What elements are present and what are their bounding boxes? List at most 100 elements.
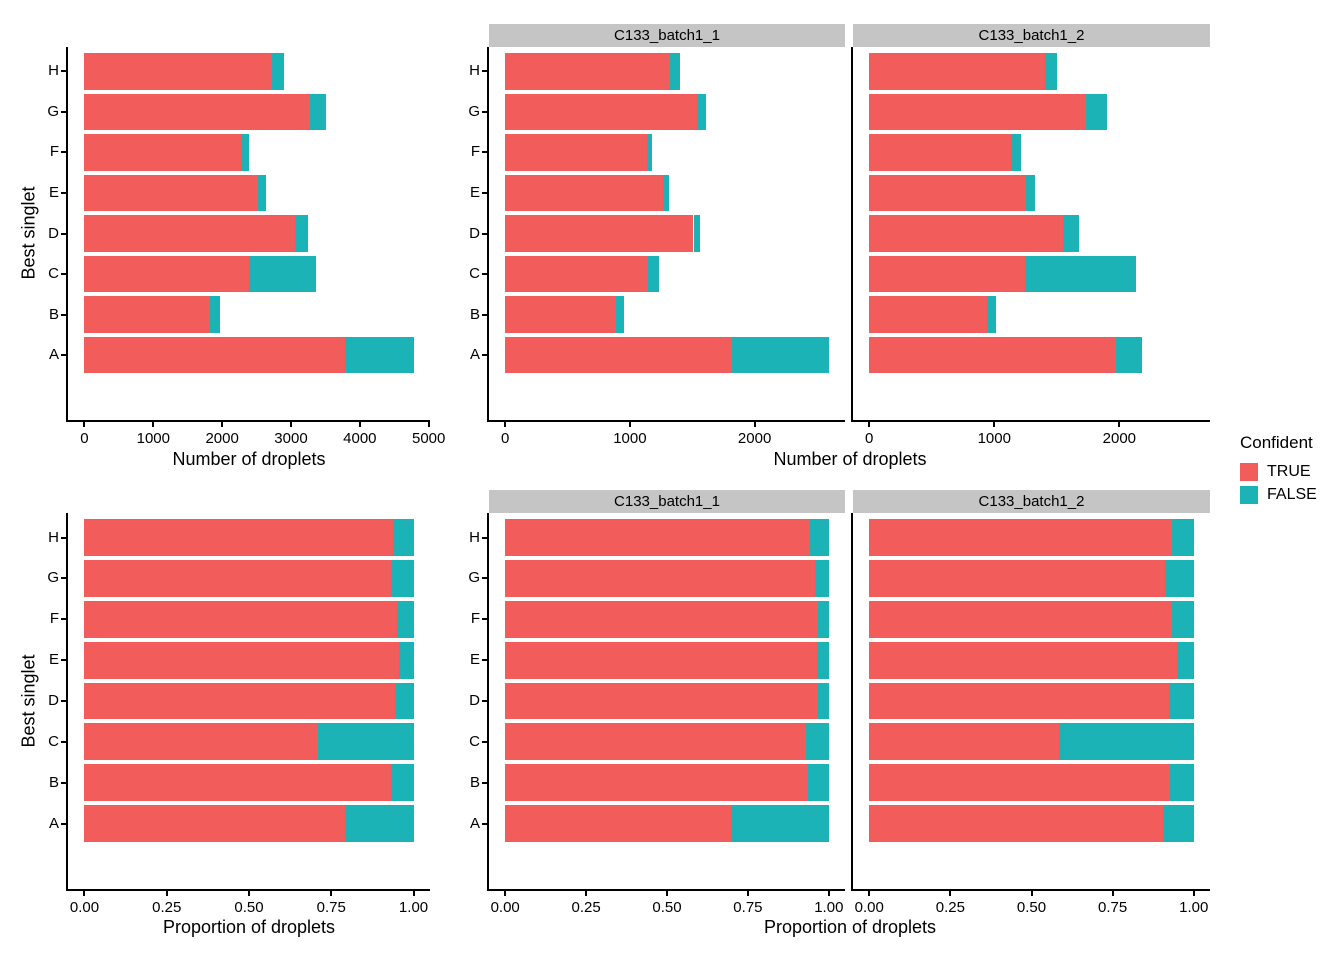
bar-segment-false — [210, 296, 220, 333]
bar-segment-true — [869, 93, 1086, 131]
y-category-label: G — [47, 102, 59, 120]
bar-segment-true — [505, 805, 732, 842]
y-tick-mark — [61, 70, 66, 73]
x-tick-mark — [868, 891, 871, 896]
y-category-label: H — [469, 528, 480, 546]
y-category-label: D — [469, 692, 480, 709]
bar-segment-false — [662, 174, 670, 212]
bar-segment-false — [241, 134, 250, 171]
y-tick-mark — [482, 659, 487, 662]
x-tick-mark — [949, 891, 952, 896]
y-category-label: G — [468, 102, 480, 120]
bar-segment-false — [1169, 764, 1194, 802]
x-axis-line — [66, 420, 430, 422]
bar-segment-true — [869, 296, 987, 333]
bar-segment-true — [505, 336, 732, 374]
x-tick-label: 0.00 — [69, 899, 100, 916]
bar-segment-false — [1172, 519, 1194, 556]
bar-segment-false — [1162, 805, 1194, 842]
bar-segment-false — [818, 682, 829, 720]
y-tick-mark — [482, 273, 487, 276]
x-tick-mark — [753, 422, 756, 427]
y-category-label: E — [469, 183, 480, 201]
legend-swatch-false-icon — [1240, 486, 1258, 504]
bar-segment-true — [869, 723, 1060, 761]
x-tick-label: 1.00 — [1179, 899, 1209, 916]
x-tick-label: 0 — [501, 430, 510, 447]
x-axis-line — [851, 889, 1210, 891]
x-tick-label: 1.00 — [398, 899, 429, 916]
bar-segment-false — [398, 641, 414, 679]
x-tick-label: 2000 — [1102, 430, 1137, 447]
legend-label-true: TRUE — [1267, 463, 1311, 480]
bar-segment-false — [395, 682, 414, 720]
y-category-label: A — [48, 346, 59, 364]
x-axis-title-counts-facets: Number of droplets — [773, 449, 927, 469]
bar-segment-false — [309, 93, 327, 131]
y-category-label: G — [468, 569, 480, 587]
x-axis-title-counts-overall: Number of droplets — [172, 449, 326, 469]
bar-segment-false — [393, 519, 414, 556]
bar-segment-true — [84, 560, 392, 597]
y-category-label: E — [48, 651, 59, 669]
x-tick-mark — [504, 891, 507, 896]
bar-segment-true — [84, 641, 399, 679]
y-category-label: B — [48, 773, 59, 791]
bar-segment-true — [84, 53, 273, 90]
bar-segment-true — [84, 255, 249, 293]
bar-segment-true — [84, 723, 319, 761]
bar-segment-false — [806, 723, 829, 761]
x-tick-mark — [330, 891, 333, 896]
y-tick-mark — [482, 70, 487, 73]
bar-segment-true — [84, 215, 296, 252]
bar-segment-false — [1063, 215, 1080, 252]
y-tick-mark — [61, 232, 66, 235]
bar-segment-true — [505, 296, 617, 333]
y-category-label: A — [469, 346, 480, 364]
y-axis-line — [66, 47, 68, 422]
x-tick-label: 0.25 — [152, 899, 182, 916]
x-tick-mark — [585, 891, 588, 896]
x-tick-mark — [1111, 891, 1114, 896]
x-tick-mark — [289, 422, 292, 427]
y-category-label: H — [469, 62, 480, 80]
y-category-label: B — [48, 305, 59, 323]
x-axis-line — [66, 889, 430, 891]
x-tick-label: 0.50 — [1016, 899, 1047, 916]
bar-segment-true — [869, 560, 1165, 597]
x-tick-mark — [412, 891, 415, 896]
bar-segment-true — [505, 255, 648, 293]
bar-segment-true — [869, 641, 1177, 679]
bar-segment-false — [295, 215, 308, 252]
x-tick-label: 0.50 — [652, 899, 682, 916]
y-tick-mark — [61, 273, 66, 276]
facet-strip-counts-batch1: C133_batch1_1 — [489, 24, 845, 47]
bar-segment-true — [505, 53, 670, 90]
bar-segment-true — [84, 174, 258, 212]
y-tick-mark — [61, 781, 66, 784]
bar-segment-true — [869, 600, 1173, 638]
bar-segment-false — [249, 255, 316, 293]
bar-segment-true — [84, 805, 346, 842]
bar-segment-false — [647, 255, 659, 293]
bar-segment-true — [869, 215, 1064, 252]
y-tick-mark — [482, 822, 487, 825]
bar-segment-false — [647, 134, 653, 171]
y-axis-line — [487, 513, 489, 891]
y-tick-mark — [61, 151, 66, 154]
legend-item-true: TRUE — [1240, 463, 1317, 481]
x-tick-label: 0.50 — [234, 899, 264, 916]
y-category-label: A — [48, 814, 59, 832]
x-tick-mark — [83, 422, 86, 427]
bar-segment-true — [84, 93, 310, 131]
bar-segment-false — [1172, 600, 1194, 638]
bar-segment-true — [505, 641, 817, 679]
bar-segment-false — [1011, 134, 1022, 171]
bar-segment-true — [84, 336, 346, 374]
facet-strip-proportions-batch1: C133_batch1_1 — [489, 490, 845, 513]
bar-segment-true — [505, 93, 698, 131]
bar-segment-true — [84, 600, 398, 638]
bar-segment-false — [1059, 723, 1194, 761]
y-tick-mark — [482, 313, 487, 316]
